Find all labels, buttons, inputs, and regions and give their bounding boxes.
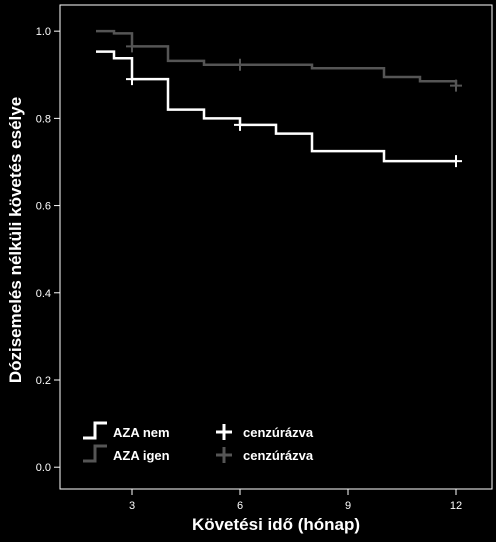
censor-mark-aza-nem (234, 118, 246, 131)
legend-item-aza-nem: AZA nem (83, 421, 170, 440)
y-axis: 0.0 0.2 0.4 0.6 0.8 1.0 (36, 26, 60, 474)
y-axis-title: Dózisemelés nélküli követés esélye (6, 97, 25, 383)
x-tick-label: 12 (450, 500, 462, 512)
legend-swatch-aza-igen (83, 444, 107, 463)
y-tick-label: 0.8 (36, 113, 51, 125)
legend-item-censored-igen: cenzúrázva (216, 447, 314, 463)
legend-censor-label-nem: cenzúrázva (243, 425, 314, 440)
y-tick-label: 0.0 (36, 462, 51, 474)
series-line-aza-igen (96, 29, 458, 86)
series-layer (96, 29, 462, 168)
plot-frame-group (59, 4, 493, 490)
x-axis-title: Követési idő (hónap) (192, 515, 360, 534)
legend-censor-mark-nem (216, 424, 232, 440)
legend-item-censored-nem: cenzúrázva (216, 424, 314, 440)
legend-censor-label-igen: cenzúrázva (243, 448, 314, 463)
legend-item-aza-igen: AZA igen (83, 444, 170, 463)
x-tick-label: 3 (129, 500, 135, 512)
legend-label-aza-nem: AZA nem (113, 425, 170, 440)
series-line-aza-nem (96, 50, 456, 163)
legend-censor-mark-igen (216, 447, 232, 463)
censor-mark-aza-igen (450, 79, 462, 92)
y-tick-label: 0.4 (36, 288, 51, 300)
y-tick-label: 0.2 (36, 375, 51, 387)
x-tick-label: 6 (237, 500, 243, 512)
censor-mark-aza-igen (126, 40, 138, 53)
censor-mark-aza-nem (450, 155, 462, 168)
y-tick-label: 0.6 (36, 201, 51, 213)
y-tick-label: 1.0 (36, 26, 51, 38)
x-axis: 3 6 9 12 (129, 489, 462, 512)
legend-label-aza-igen: AZA igen (113, 448, 170, 463)
censor-mark-aza-igen (234, 58, 246, 71)
censor-mark-aza-nem (126, 73, 138, 86)
plot-frame (59, 4, 493, 490)
legend-swatch-aza-nem (83, 421, 107, 440)
x-tick-label: 9 (345, 500, 351, 512)
legend: AZA nem AZA igen cenzúrázva cenzúrázva (83, 421, 314, 463)
